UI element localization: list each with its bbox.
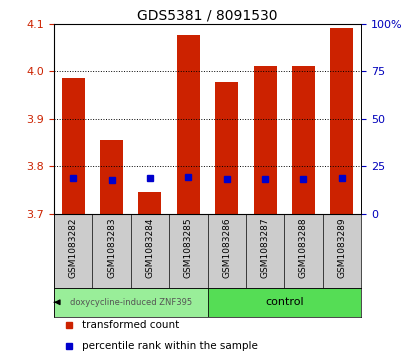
- Text: GSM1083289: GSM1083289: [337, 217, 347, 278]
- Text: GSM1083288: GSM1083288: [299, 217, 308, 278]
- Text: control: control: [265, 297, 304, 307]
- Text: GSM1083284: GSM1083284: [145, 217, 154, 278]
- Bar: [139, 192, 161, 214]
- Bar: [254, 66, 276, 214]
- Bar: [100, 140, 123, 214]
- Bar: [62, 78, 85, 214]
- Text: GSM1083283: GSM1083283: [107, 217, 116, 278]
- Text: GSM1083285: GSM1083285: [184, 217, 193, 278]
- Title: GDS5381 / 8091530: GDS5381 / 8091530: [137, 8, 278, 23]
- Bar: [330, 28, 354, 214]
- Text: percentile rank within the sample: percentile rank within the sample: [82, 341, 257, 351]
- Text: GSM1083286: GSM1083286: [222, 217, 231, 278]
- Bar: [292, 66, 315, 214]
- Bar: [215, 82, 238, 214]
- Bar: [54, 288, 208, 317]
- Text: GSM1083287: GSM1083287: [261, 217, 270, 278]
- Text: doxycycline-induced ZNF395: doxycycline-induced ZNF395: [70, 298, 192, 307]
- Text: GSM1083282: GSM1083282: [68, 217, 78, 278]
- Bar: [208, 288, 361, 317]
- Bar: [177, 36, 200, 214]
- Text: transformed count: transformed count: [82, 320, 179, 330]
